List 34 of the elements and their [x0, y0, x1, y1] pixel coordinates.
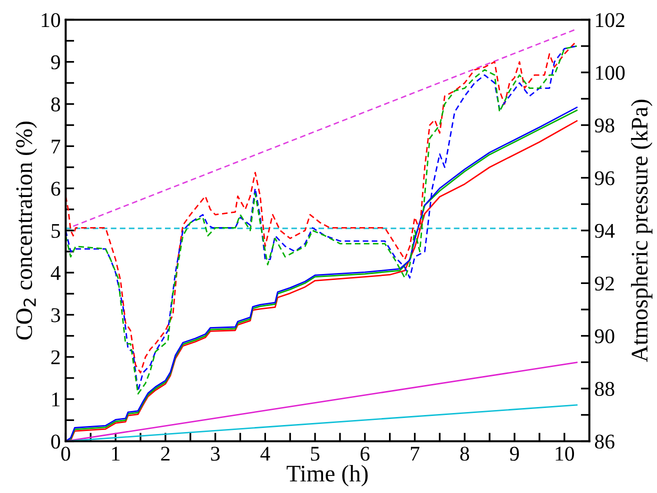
x-tick-label: 7	[410, 446, 420, 461]
y2-tick-label: 86	[594, 434, 614, 449]
y2-tick-label: 102	[596, 13, 624, 28]
y2-tick-label: 94	[594, 224, 615, 238]
y-tick-label: 6	[51, 182, 60, 196]
x-tick-label: 5	[311, 446, 320, 461]
y-tick-label: 4	[50, 266, 61, 280]
x-axis-title: Time (h)	[286, 464, 368, 486]
x-tick-label: 0	[61, 446, 70, 461]
y2-tick-label: 88	[594, 382, 614, 396]
x-tick-label: 4	[260, 446, 270, 461]
y-tick-label: 0	[51, 434, 60, 449]
y2-tick-label: 92	[594, 276, 614, 291]
y2-tick-label: 100	[596, 66, 625, 80]
x-tick-label: 10	[556, 446, 574, 461]
y2-tick-label: 96	[594, 171, 614, 186]
y2-axis-title: Atmospheric pressure (kPa)	[630, 100, 652, 362]
y-tick-label: 3	[51, 308, 60, 322]
y-tick-label: 8	[51, 97, 60, 112]
y-tick-label: 2	[51, 350, 60, 364]
y-axis-title: CO$_{2}$ concentration (%)	[16, 122, 37, 340]
x-tick-label: 1	[112, 446, 120, 461]
y2-tick-label: 98	[594, 118, 614, 133]
y2-tick-label: 90	[594, 329, 614, 344]
y-tick-label: 7	[52, 140, 60, 154]
y-tick-label: 10	[42, 13, 60, 28]
x-tick-label: 6	[360, 446, 370, 461]
y-tick-label: 9	[51, 55, 60, 70]
y-tick-label: 5	[52, 224, 60, 238]
x-tick-label: 3	[211, 446, 220, 461]
x-tick-label: 8	[460, 446, 470, 461]
x-tick-label: 9	[510, 446, 519, 461]
y-tick-label: 1	[52, 392, 60, 406]
x-tick-label: 2	[161, 446, 170, 461]
